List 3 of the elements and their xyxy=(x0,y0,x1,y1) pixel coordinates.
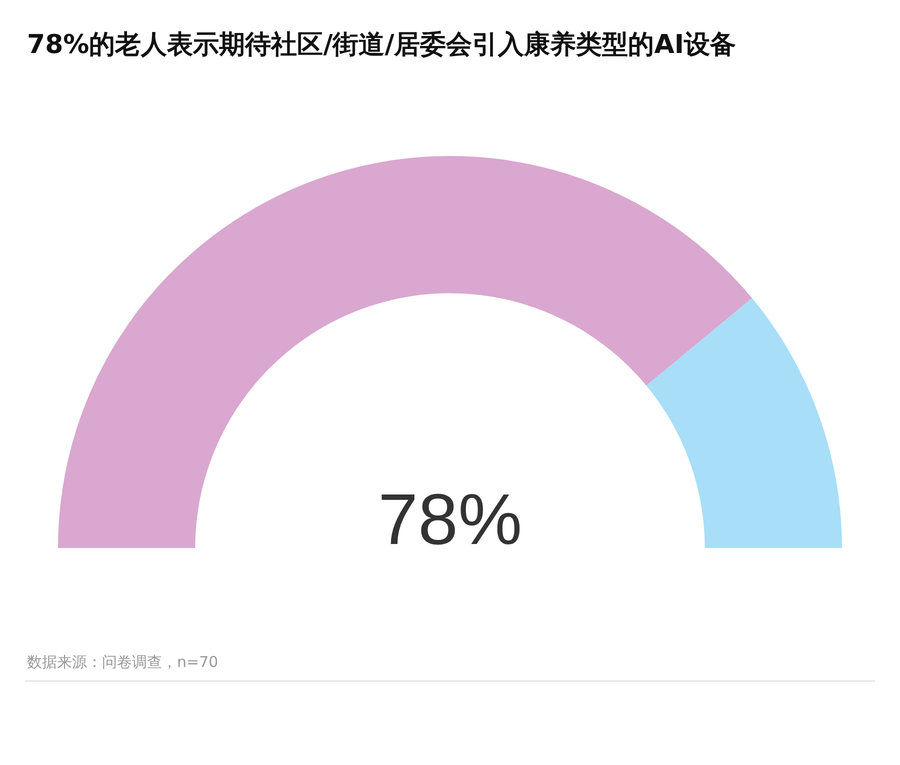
chart-title: 78%的老人表示期待社区/街道/居委会引入康养类型的AI设备 xyxy=(27,30,736,60)
source-note: 数据来源：问卷调查，n=70 xyxy=(27,653,218,671)
text: 78% xyxy=(378,480,522,560)
